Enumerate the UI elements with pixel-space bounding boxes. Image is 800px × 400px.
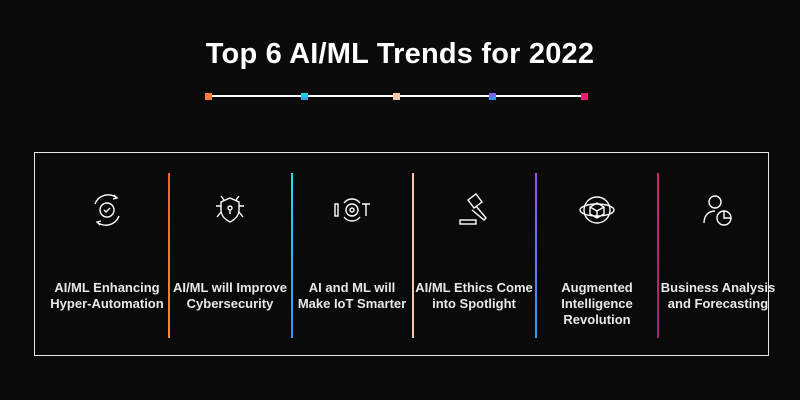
divider	[657, 173, 659, 338]
trend-label: Business Analysis and Forecasting	[660, 280, 776, 311]
trend-item: Business Analysis and Forecasting	[658, 190, 778, 311]
trends-panel	[34, 152, 769, 356]
gavel-icon	[459, 193, 487, 225]
shield-network-icon	[216, 195, 244, 223]
trend-item: AI and ML will Make IoT Smarter	[292, 190, 412, 311]
timeline-dot	[489, 93, 496, 100]
timeline-dot	[581, 93, 588, 100]
trend-item: AI/ML Enhancing Hyper-Automation	[47, 190, 167, 311]
trend-item: Augmented Intelligence Revolution	[537, 190, 657, 327]
divider	[535, 173, 537, 338]
trend-label: AI/ML Ethics Come into Spotlight	[415, 280, 533, 311]
trend-item: AI/ML Ethics Come into Spotlight	[414, 190, 534, 311]
page-title: Top 6 AI/ML Trends for 2022	[205, 38, 595, 70]
user-chart-icon	[703, 195, 732, 226]
trend-label: AI and ML will Make IoT Smarter	[297, 280, 407, 311]
timeline-dot	[301, 93, 308, 100]
trend-label: AI/ML will Improve Cybersecurity	[173, 280, 287, 311]
divider	[291, 173, 293, 338]
divider	[168, 173, 170, 338]
trend-label: Augmented Intelligence Revolution	[561, 280, 633, 327]
divider	[412, 173, 414, 338]
timeline-dot	[205, 93, 212, 100]
ar-cube-icon	[579, 196, 615, 224]
automation-gear-icon	[94, 194, 120, 226]
timeline-dot	[393, 93, 400, 100]
trend-label: AI/ML Enhancing Hyper-Automation	[50, 280, 164, 311]
iot-icon	[334, 198, 370, 222]
trend-item: AI/ML will Improve Cybersecurity	[170, 190, 290, 311]
